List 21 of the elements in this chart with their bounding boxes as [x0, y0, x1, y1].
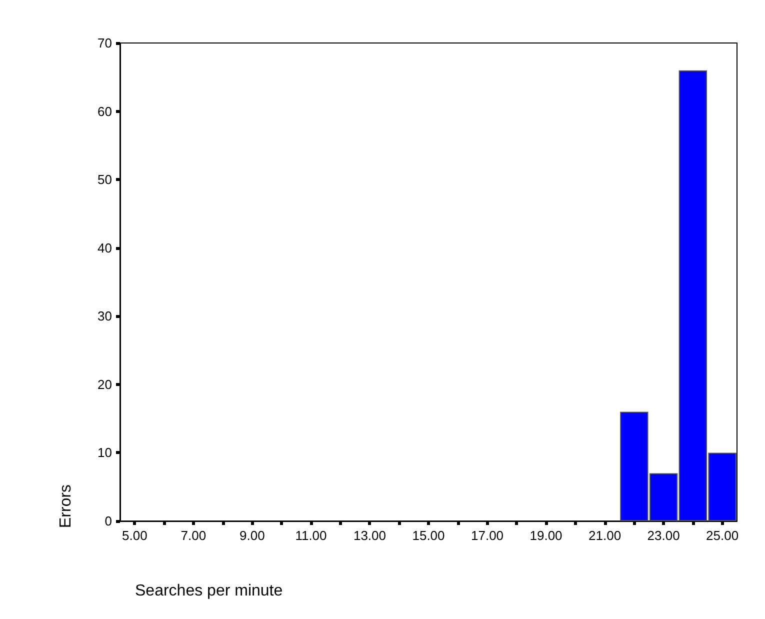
y-axis-title: Errors	[58, 484, 74, 528]
y-tick-label: 20	[98, 376, 112, 392]
x-tick-label: 21.00	[588, 528, 622, 543]
x-tick-label: 23.00	[647, 528, 680, 543]
x-axis-title: Searches per minute	[135, 582, 283, 600]
y-tick-label: 10	[98, 445, 112, 460]
x-tick-label: 13.00	[353, 528, 386, 543]
y-tick-label: 70	[98, 36, 112, 50]
x-tick-label: 7.00	[180, 528, 206, 543]
x-tick-label: 15.00	[412, 528, 445, 543]
x-tick-label: 11.00	[295, 528, 327, 543]
x-tick-label: 25.00	[706, 528, 739, 543]
y-tick-label: 50	[98, 172, 112, 188]
x-tick-label: 9.00	[240, 528, 265, 543]
y-tick-label: 0	[104, 514, 112, 528]
y-tick-label: 60	[98, 104, 112, 119]
x-tick-label: 5.00	[122, 528, 148, 543]
y-tick-label: 40	[98, 240, 112, 256]
x-tick-label: 17.00	[470, 528, 504, 543]
x-tick-label: 19.00	[530, 528, 562, 543]
y-tick-label: 30	[98, 308, 112, 324]
